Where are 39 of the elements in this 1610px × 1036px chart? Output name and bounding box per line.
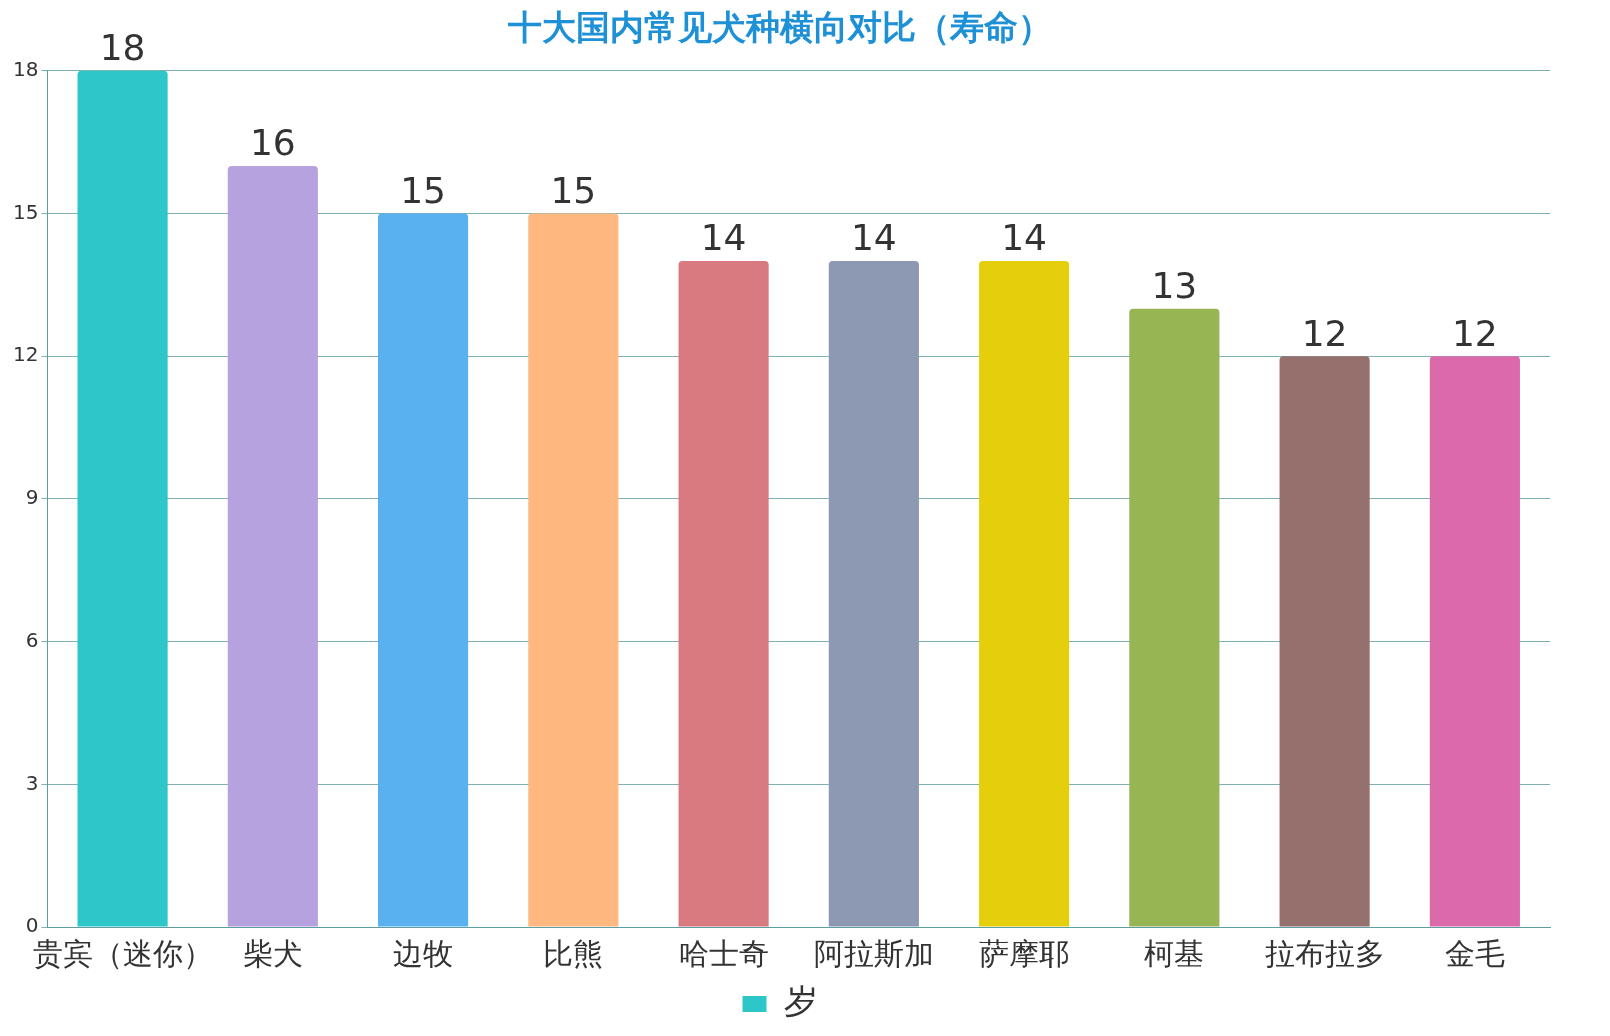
x-tick-label: 柴犬 [242, 935, 303, 971]
data-label: 12 [1301, 312, 1348, 354]
legend-label: 岁 [783, 980, 818, 1021]
bar [378, 213, 469, 927]
y-tick-label: 18 [13, 57, 39, 81]
bar [1129, 308, 1220, 927]
x-tick-label: 金毛 [1444, 935, 1505, 971]
x-tick-label: 边牧 [393, 935, 454, 971]
data-label: 14 [850, 217, 897, 259]
y-tick-label: 3 [25, 770, 39, 795]
x-tick-label: 比熊 [543, 935, 604, 971]
bar [528, 213, 619, 927]
y-tick-label: 12 [13, 342, 39, 367]
bar [828, 261, 919, 927]
bar [678, 261, 769, 927]
y-tick-label: 9 [25, 485, 39, 510]
data-label: 14 [1001, 217, 1048, 259]
x-tick-label: 萨摩耶 [979, 935, 1070, 971]
bar [77, 70, 168, 927]
chart-title: 十大国内常见犬种横向对比（寿命） [507, 7, 1052, 48]
bar [979, 261, 1070, 927]
x-tick-label: 哈士奇 [678, 935, 769, 971]
x-tick-label: 阿拉斯加 [813, 935, 934, 971]
bar [1279, 356, 1370, 927]
data-label: 14 [700, 217, 747, 259]
data-label: 16 [249, 122, 296, 164]
x-tick-label: 柯基 [1144, 935, 1205, 971]
bar [227, 165, 318, 927]
x-tick-label: 拉布拉多 [1264, 935, 1385, 971]
data-label: 15 [400, 169, 446, 211]
y-tick-label: 15 [13, 199, 39, 224]
data-label: 15 [550, 169, 597, 211]
bar [1429, 356, 1520, 927]
y-tick-label: 6 [25, 627, 39, 652]
y-tick-label: 0 [25, 913, 39, 938]
x-tick-label: 贵宾（迷你） [32, 935, 213, 971]
data-label: 12 [1451, 312, 1498, 354]
data-label: 18 [99, 27, 146, 69]
data-label: 13 [1151, 264, 1198, 306]
